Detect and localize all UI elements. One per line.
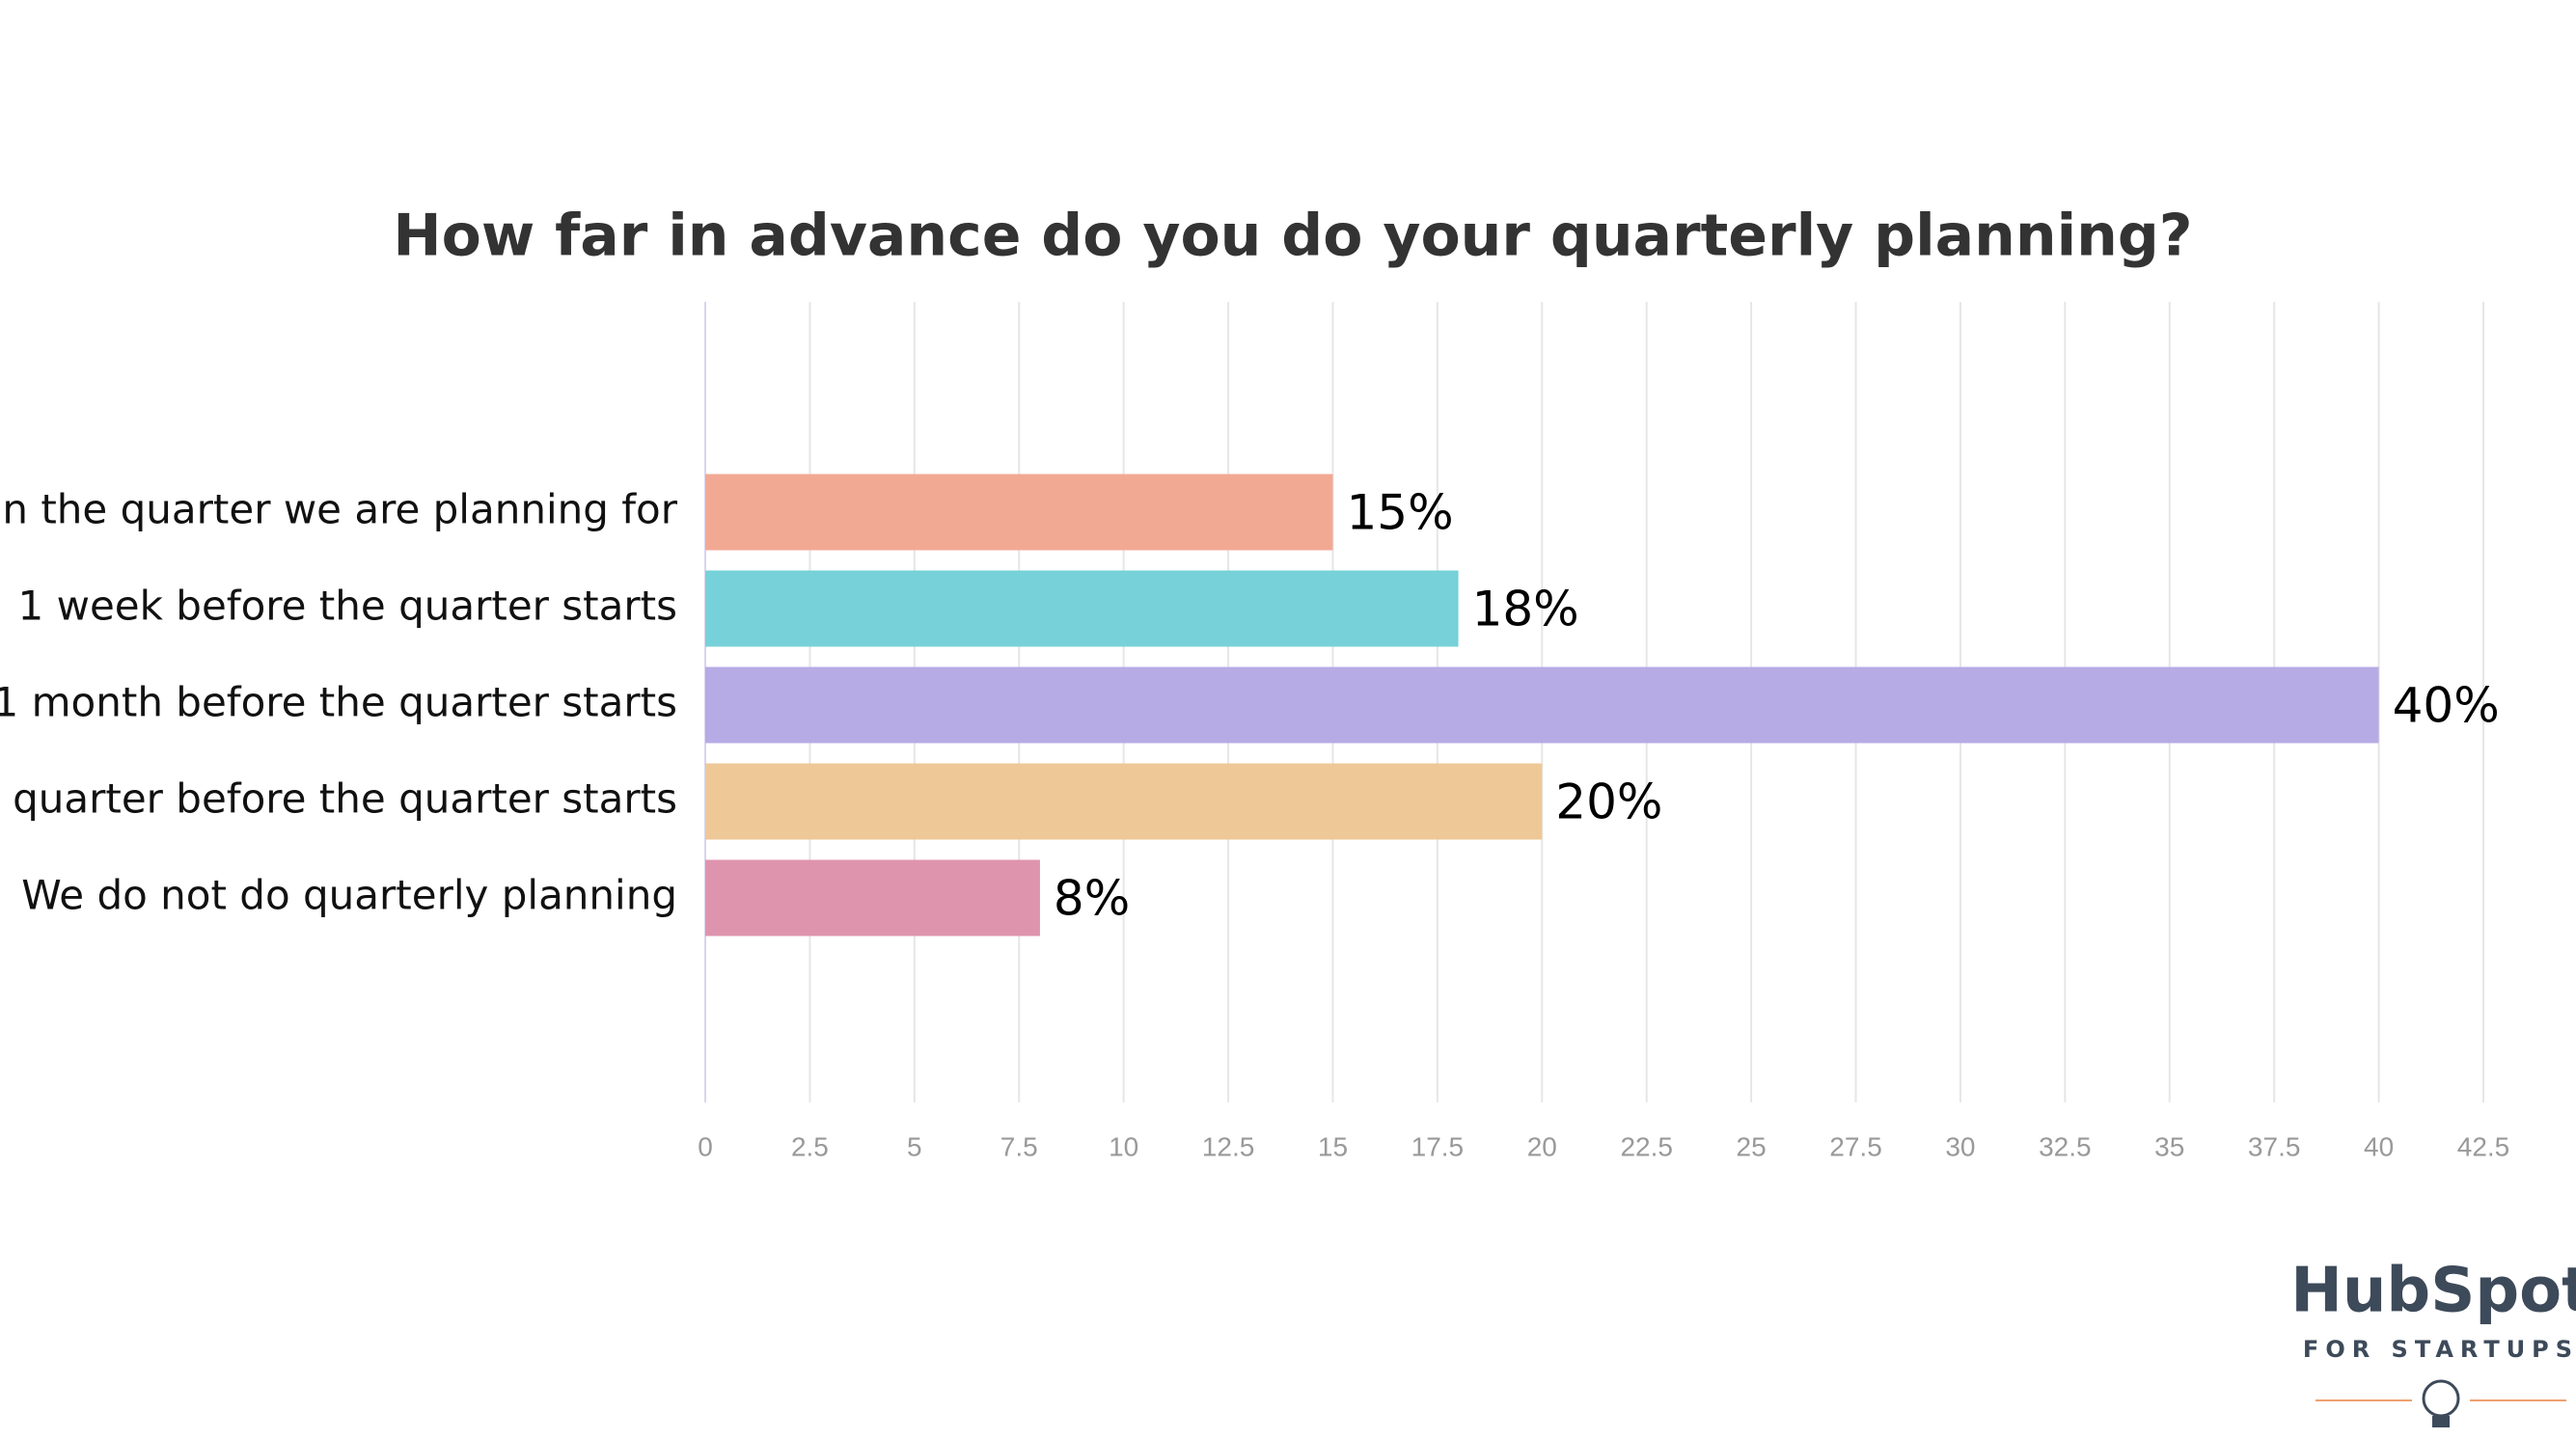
- value-label: 15%: [1346, 485, 1453, 541]
- bar: [705, 570, 1459, 647]
- bar: [705, 666, 2379, 744]
- x-tick-label: 10: [1109, 1131, 1138, 1161]
- bar: [705, 474, 1333, 551]
- x-tick-label: 40: [2364, 1131, 2394, 1161]
- y-tick-label: In the quarter we are planning for: [0, 486, 678, 533]
- x-tick-label: 27.5: [1829, 1131, 1882, 1161]
- chart-title: How far in advance do you do your quarte…: [393, 203, 2192, 270]
- x-tick-label: 35: [2154, 1131, 2184, 1161]
- logo-name: HubSpot: [2290, 1256, 2576, 1327]
- x-tick-label: 37.5: [2248, 1131, 2301, 1161]
- x-tick-label: 25: [1737, 1131, 1767, 1161]
- logo: HubSpot FOR STARTUPS: [2290, 1256, 2576, 1427]
- logo-tagline: FOR STARTUPS: [2303, 1336, 2576, 1363]
- logo-bulb: [2422, 1379, 2460, 1418]
- bar: [705, 763, 1543, 840]
- x-tick-label: 5: [907, 1131, 922, 1161]
- x-tick-label: 2.5: [791, 1131, 829, 1161]
- x-tick-label: 30: [1945, 1131, 1975, 1161]
- value-label: 40%: [2393, 678, 2500, 734]
- x-tick-label: 12.5: [1202, 1131, 1255, 1161]
- x-tick-label: 20: [1527, 1131, 1557, 1161]
- y-tick-label: 1 quarter before the quarter starts: [0, 775, 677, 823]
- y-tick-label: 1 month before the quarter starts: [0, 679, 677, 726]
- bar: [705, 859, 1040, 937]
- x-tick-label: 7.5: [1000, 1131, 1038, 1161]
- y-tick-label: 1 week before the quarter starts: [18, 583, 677, 630]
- value-label: 8%: [1054, 871, 1130, 927]
- x-tick-label: 0: [698, 1131, 713, 1161]
- value-label: 18%: [1472, 582, 1579, 638]
- y-tick-label: We do not do quarterly planning: [21, 872, 677, 919]
- x-tick-label: 17.5: [1411, 1131, 1465, 1161]
- x-tick-label: 15: [1318, 1131, 1348, 1161]
- x-tick-label: 22.5: [1620, 1131, 1673, 1161]
- logo-bulb-base: [2432, 1416, 2450, 1427]
- x-tick-label: 42.5: [2457, 1131, 2510, 1161]
- value-label: 20%: [1555, 774, 1662, 830]
- x-tick-label: 32.5: [2039, 1131, 2092, 1161]
